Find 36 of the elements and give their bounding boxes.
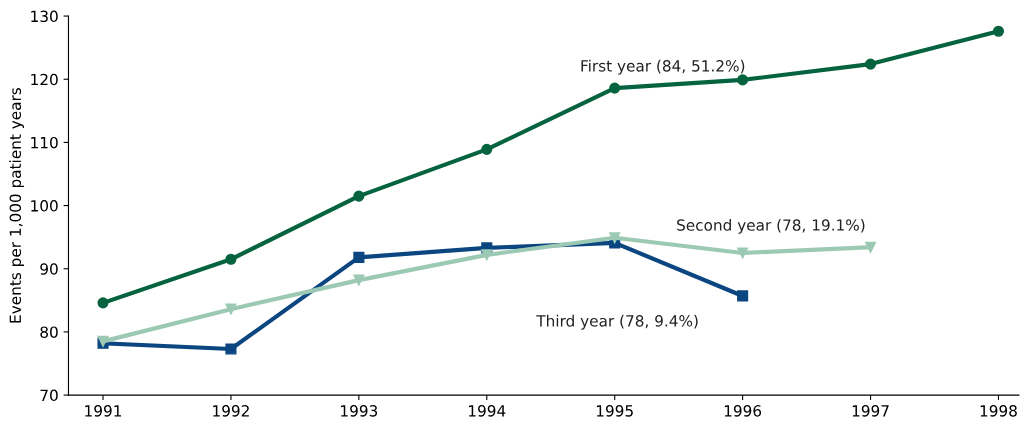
series-label: Second year (78, 19.1%) [677, 218, 865, 234]
point [737, 74, 749, 86]
point [225, 253, 237, 265]
point [353, 274, 365, 286]
point [353, 251, 365, 263]
y-tick-label: 90 [40, 263, 58, 275]
series-label: First year (84, 51.2%) [581, 59, 745, 75]
y-tick-label: 100 [31, 200, 58, 212]
point [737, 290, 749, 302]
y-tick-label: 110 [31, 136, 58, 149]
x-tick-label: 1995 [596, 405, 633, 417]
x-tick-label: 1994 [469, 405, 506, 417]
y-tick-label: 70 [40, 389, 58, 402]
point [737, 247, 749, 259]
x-tick-label: 1998 [980, 405, 1017, 417]
point [864, 58, 877, 70]
point [609, 82, 621, 94]
point [864, 241, 877, 253]
x-tick-label: 1992 [213, 405, 249, 417]
x-tick-label: 1996 [724, 405, 762, 417]
x-tick-label: 1993 [341, 405, 378, 417]
y-tick-label: 130 [31, 10, 58, 23]
x-tick-label: 1997 [852, 405, 889, 417]
y-tick-label: 80 [40, 326, 58, 338]
x-tick-label: 1991 [85, 405, 122, 417]
y-axis-title: Events per 1,000 patient years [9, 87, 25, 323]
y-tick-label: 120 [31, 73, 58, 86]
point [992, 25, 1005, 37]
point [481, 249, 493, 261]
point [609, 232, 621, 244]
point [353, 190, 365, 202]
point [481, 143, 493, 155]
point [225, 343, 237, 355]
point [97, 297, 109, 309]
text: Third year (78, 9.4%) [536, 314, 698, 330]
point [225, 303, 237, 315]
